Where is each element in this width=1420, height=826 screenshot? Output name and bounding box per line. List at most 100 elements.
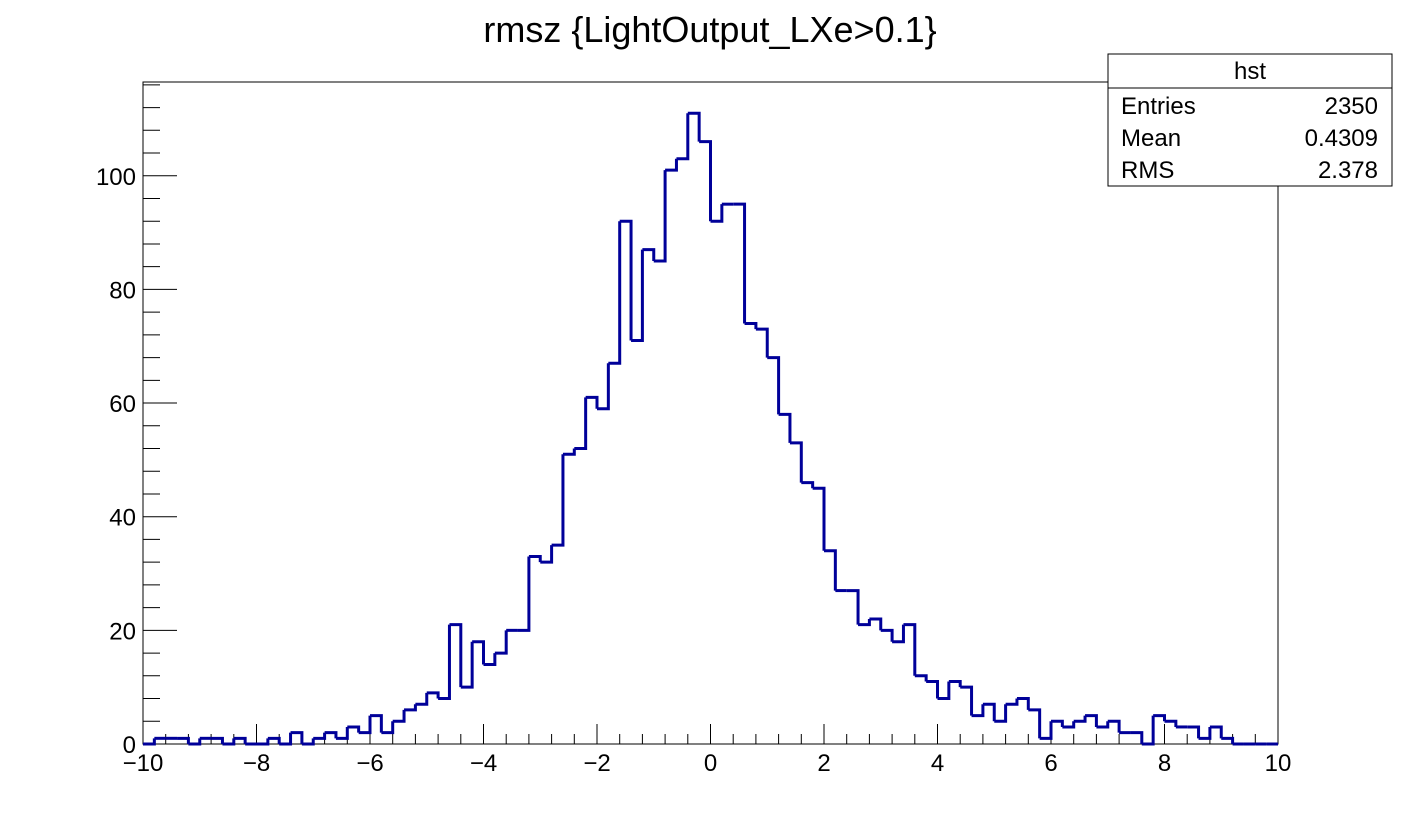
- histogram-bin: [1130, 731, 1144, 744]
- histogram-bin: [324, 731, 338, 739]
- histogram-bin: [562, 448, 576, 456]
- x-tick-label: −6: [356, 750, 383, 777]
- histogram-bin: [1198, 726, 1212, 740]
- histogram-bin: [789, 441, 803, 483]
- histogram-bin: [528, 554, 542, 563]
- histogram-bin: [1209, 725, 1223, 739]
- x-tick-label: −2: [583, 750, 610, 777]
- x-tick-label: −8: [243, 750, 270, 777]
- histogram-bin: [472, 640, 485, 665]
- histogram-bin: [926, 679, 939, 699]
- y-axis: 0 20 40 60 80 100: [96, 84, 177, 759]
- x-tick-label: 10: [1265, 750, 1292, 777]
- histogram-bin: [642, 248, 656, 261]
- stats-rms-value: 2.378: [1318, 157, 1378, 184]
- histogram-bin: [267, 736, 281, 744]
- x-tick-label: 8: [1158, 750, 1171, 777]
- histogram-bin: [177, 736, 190, 744]
- stats-entries-label: Entries: [1121, 93, 1196, 120]
- histogram-bin: [1221, 736, 1235, 744]
- histogram-bin: [824, 549, 837, 591]
- histogram-bin: [540, 545, 554, 564]
- x-tick-label: 2: [817, 750, 830, 777]
- histogram-bin: [767, 356, 781, 415]
- chart-title: rmsz {LightOutput_LXe>0.1}: [483, 9, 936, 50]
- histogram-bin: [1153, 714, 1166, 722]
- histogram-bin: [1062, 721, 1076, 729]
- histogram-bin: [415, 692, 429, 706]
- stats-mean-label: Mean: [1121, 125, 1181, 152]
- histogram-bin: [1039, 721, 1053, 740]
- histogram-bin: [494, 630, 508, 655]
- histogram-bin: [211, 736, 224, 744]
- histogram-bin: [755, 327, 769, 358]
- histogram-bin: [710, 204, 724, 223]
- histogram-bin: [483, 653, 497, 666]
- x-tick-label: −10: [123, 750, 164, 777]
- histogram-bin: [608, 221, 622, 365]
- histogram-bin: [279, 732, 293, 746]
- stats-box-frame: [1107, 53, 1393, 187]
- histogram-series: [143, 111, 1278, 746]
- histogram-bin: [1141, 715, 1155, 746]
- histogram-bin: [869, 617, 883, 631]
- histogram-bin: [778, 412, 792, 443]
- histogram-bin: [256, 738, 270, 746]
- y-tick-label: 100: [96, 164, 136, 191]
- histogram-bin: [1028, 708, 1042, 739]
- histogram-bin: [370, 714, 383, 733]
- histogram-bin: [597, 363, 610, 411]
- histogram-bin: [631, 249, 644, 343]
- histogram-bin: [994, 704, 1008, 723]
- histogram-bin: [903, 623, 917, 676]
- histogram-bin: [574, 397, 588, 451]
- x-axis: −10 −8 −6 −4 −2 0 2 4 6 8 10: [123, 724, 1292, 777]
- histogram-bin: [960, 685, 974, 716]
- histogram-bin: [404, 704, 417, 712]
- histogram-bin: [982, 702, 996, 722]
- histogram-bin: [846, 589, 860, 625]
- stats-rms-label: RMS: [1121, 157, 1174, 184]
- stats-box-title: hst: [1234, 58, 1266, 85]
- histogram-bin: [517, 556, 531, 632]
- y-tick-label: 20: [109, 618, 136, 645]
- histogram-bin: [585, 395, 599, 409]
- x-tick-label: 6: [1044, 750, 1057, 777]
- histogram-bin: [313, 732, 327, 740]
- y-tick-label: 0: [123, 732, 136, 759]
- histogram-bin: [653, 170, 667, 263]
- histogram-bin: [460, 641, 474, 689]
- histogram-bin: [801, 481, 815, 489]
- histogram-bin: [347, 725, 361, 733]
- histogram-bin: [880, 628, 894, 642]
- histogram-bin: [665, 158, 678, 172]
- histogram-bin: [426, 691, 440, 699]
- x-tick-label: −4: [470, 750, 497, 777]
- histogram-bin: [744, 322, 758, 330]
- histogram-bin: [914, 674, 928, 682]
- stats-box: hst Entries 2350 Mean 0.4309 RMS 2.378: [1107, 53, 1393, 187]
- y-tick-label: 80: [109, 277, 136, 304]
- histogram-bin: [290, 731, 304, 744]
- histogram-bin: [948, 679, 962, 688]
- y-tick-label: 60: [109, 391, 136, 418]
- histogram-bin: [619, 219, 633, 341]
- x-tick-label: 0: [704, 750, 717, 777]
- histogram-bin: [971, 704, 985, 718]
- histogram-bin: [381, 721, 395, 735]
- histogram-bin: [188, 738, 202, 746]
- x-tick-label: 4: [931, 750, 944, 777]
- histogram-bin: [892, 624, 905, 644]
- histogram-bin: [1051, 719, 1064, 727]
- histogram-bin: [1187, 725, 1201, 739]
- histogram-bin: [335, 726, 349, 740]
- histogram-bin: [143, 738, 156, 746]
- histogram-bin: [733, 202, 747, 324]
- histogram-bin: [1107, 719, 1121, 733]
- histogram-bin: [1085, 714, 1098, 727]
- histogram-bin: [1073, 715, 1087, 723]
- histogram-bin: [676, 113, 690, 161]
- histogram-bin: [699, 140, 712, 222]
- histogram-bin: [358, 715, 372, 735]
